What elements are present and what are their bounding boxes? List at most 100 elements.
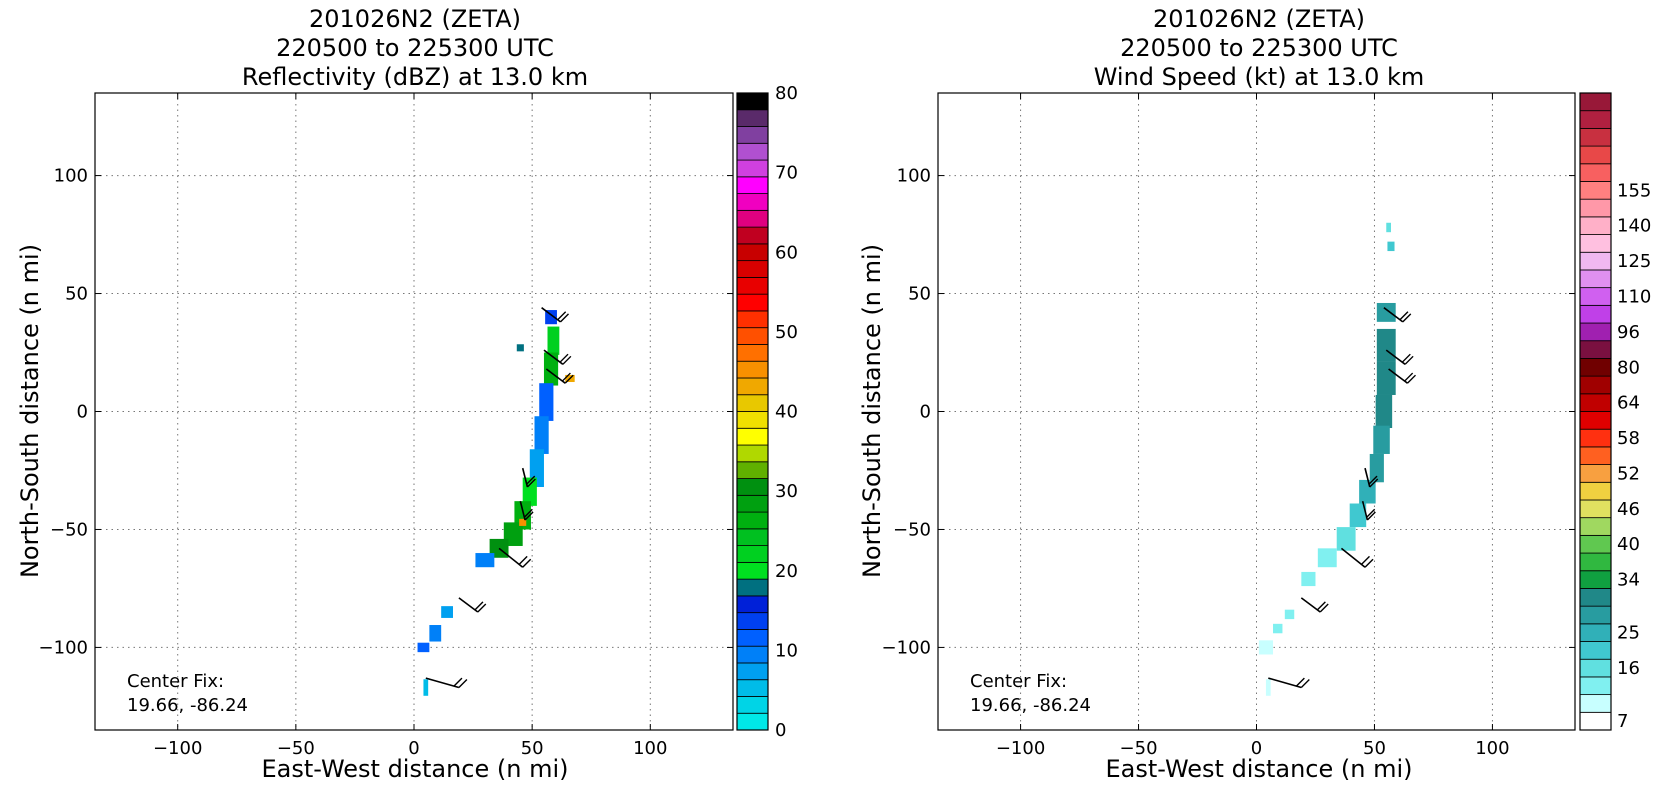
colorbar-segment xyxy=(736,226,769,245)
chart-title-line-1: 201026N2 (ZETA) xyxy=(1153,5,1365,33)
colorbar-tick-label: 110 xyxy=(1617,286,1651,307)
wind-barb-flag xyxy=(564,374,574,384)
wind-barb-staff xyxy=(1300,597,1321,613)
colorbar-segment xyxy=(736,344,769,362)
colorbar-segment xyxy=(1579,358,1612,377)
colorbar-segment xyxy=(736,310,769,329)
colorbar-segment xyxy=(1579,92,1612,112)
colorbar-segment xyxy=(1579,446,1612,465)
y-tick-label: −100 xyxy=(39,637,88,658)
colorbar-segment xyxy=(736,662,769,681)
colorbar-segment xyxy=(1579,517,1612,536)
colorbar-segment xyxy=(1579,145,1612,165)
echo-cell xyxy=(1284,609,1295,620)
x-tick-label: −100 xyxy=(996,738,1045,759)
chart-title-line-2: 220500 to 225300 UTC xyxy=(276,34,554,62)
colorbar-segment xyxy=(1579,181,1612,200)
colorbar-segment xyxy=(1579,411,1612,430)
y-tick-label: −100 xyxy=(882,637,931,658)
colorbar-segment xyxy=(736,494,769,513)
wind-barb-flag xyxy=(562,355,572,365)
wind-barb-staff xyxy=(545,368,566,384)
plot-area: −100 −50 0 50 100 −100 −50 0 50 100 xyxy=(882,92,1576,759)
x-tick-label: −50 xyxy=(277,738,315,759)
wind-barb-flag xyxy=(1316,601,1326,611)
colorbar-segment xyxy=(1579,711,1612,731)
wind-barb-flag xyxy=(1360,555,1370,565)
colorbar-tick-label: 7 xyxy=(1617,711,1628,732)
y-tick-label: −50 xyxy=(893,519,931,540)
colorbar-segment xyxy=(1579,570,1612,589)
colorbar: 0 10 20 30 40 50 60 70 80 xyxy=(736,83,798,741)
echo-cell xyxy=(516,344,524,352)
wind-barb-flag xyxy=(518,555,528,565)
x-tick-label: −100 xyxy=(153,738,202,759)
echo-cell xyxy=(1376,361,1396,395)
y-tick-label: 50 xyxy=(908,284,931,305)
colorbar-segment xyxy=(736,595,769,614)
colorbar-tick-label: 40 xyxy=(775,402,798,423)
colorbar-segment xyxy=(736,411,769,429)
echo-cell xyxy=(1386,222,1391,233)
colorbar-tick-label: 60 xyxy=(775,242,798,263)
wind-barb-staff xyxy=(1385,349,1406,365)
colorbar-tick-label: 50 xyxy=(775,322,798,343)
echo-cell xyxy=(1265,679,1271,696)
wind-barb-staff xyxy=(425,677,460,689)
wind-barb-staff xyxy=(1340,547,1366,568)
y-axis-label: North-South distance (n mi) xyxy=(16,244,44,578)
colorbar-segment xyxy=(1579,287,1612,306)
colorbar-segment xyxy=(1579,499,1612,519)
x-tick-label: 50 xyxy=(521,738,544,759)
wind-barb-staff xyxy=(498,547,524,568)
wind-barb-staff xyxy=(1383,307,1404,323)
colorbar-tick-label: 125 xyxy=(1617,251,1651,272)
wind-barb-flag xyxy=(561,372,571,382)
reflectivity-panel: 201026N2 (ZETA) 220500 to 225300 UTC Ref… xyxy=(16,5,798,783)
echo-cell xyxy=(429,625,442,642)
colorbar-segment xyxy=(736,142,769,161)
echo-cell xyxy=(1369,453,1384,483)
x-tick-label: 0 xyxy=(408,738,419,759)
x-tick-label: 100 xyxy=(633,738,667,759)
colorbar-segment xyxy=(736,712,769,731)
y-tick-label: 0 xyxy=(77,402,88,423)
colorbar-segment xyxy=(1579,269,1612,289)
wind-barb-flag xyxy=(1295,677,1305,687)
colorbar-segment xyxy=(736,394,769,412)
wind-barb-flag xyxy=(1319,603,1329,613)
colorbar-segment xyxy=(736,176,769,194)
y-tick-label: 0 xyxy=(920,402,931,423)
colorbar-segment xyxy=(736,126,769,144)
colorbar-tick-label: 64 xyxy=(1617,393,1640,414)
echo-cell xyxy=(519,518,527,526)
wind-barb-flag xyxy=(474,601,484,611)
wind-barb-flag xyxy=(1366,511,1376,521)
colorbar-tick-label: 25 xyxy=(1617,623,1640,644)
echo-cell xyxy=(1375,394,1393,429)
colorbar-tick-label: 34 xyxy=(1617,570,1640,591)
colorbar-tick-label: 96 xyxy=(1617,322,1640,343)
colorbar-tick-label: 155 xyxy=(1617,180,1651,201)
wind-barb-flag xyxy=(560,313,569,323)
wind-barb-flag xyxy=(526,475,536,485)
chart-title-line-2: 220500 to 225300 UTC xyxy=(1120,34,1398,62)
colorbar-tick-label: 52 xyxy=(1617,463,1640,484)
echo-cell xyxy=(1317,548,1337,568)
colorbar-segment xyxy=(736,92,769,111)
echo-cell xyxy=(1336,527,1356,551)
colorbar-segment xyxy=(1579,322,1612,342)
colorbar-segment xyxy=(1579,393,1612,412)
colorbar-segment xyxy=(1579,428,1612,448)
echo-cell xyxy=(1301,571,1316,587)
colorbar-segment xyxy=(736,528,769,547)
wind-barb-flag xyxy=(1402,313,1412,323)
colorbar-tick-label: 70 xyxy=(775,163,798,184)
x-tick-label: −50 xyxy=(1120,738,1158,759)
colorbar-segment xyxy=(736,209,769,228)
colorbar-frame xyxy=(736,92,769,731)
colorbar-segment xyxy=(1579,552,1612,572)
x-axis-label: East-West distance (n mi) xyxy=(261,755,568,783)
colorbar-segment xyxy=(736,377,769,396)
